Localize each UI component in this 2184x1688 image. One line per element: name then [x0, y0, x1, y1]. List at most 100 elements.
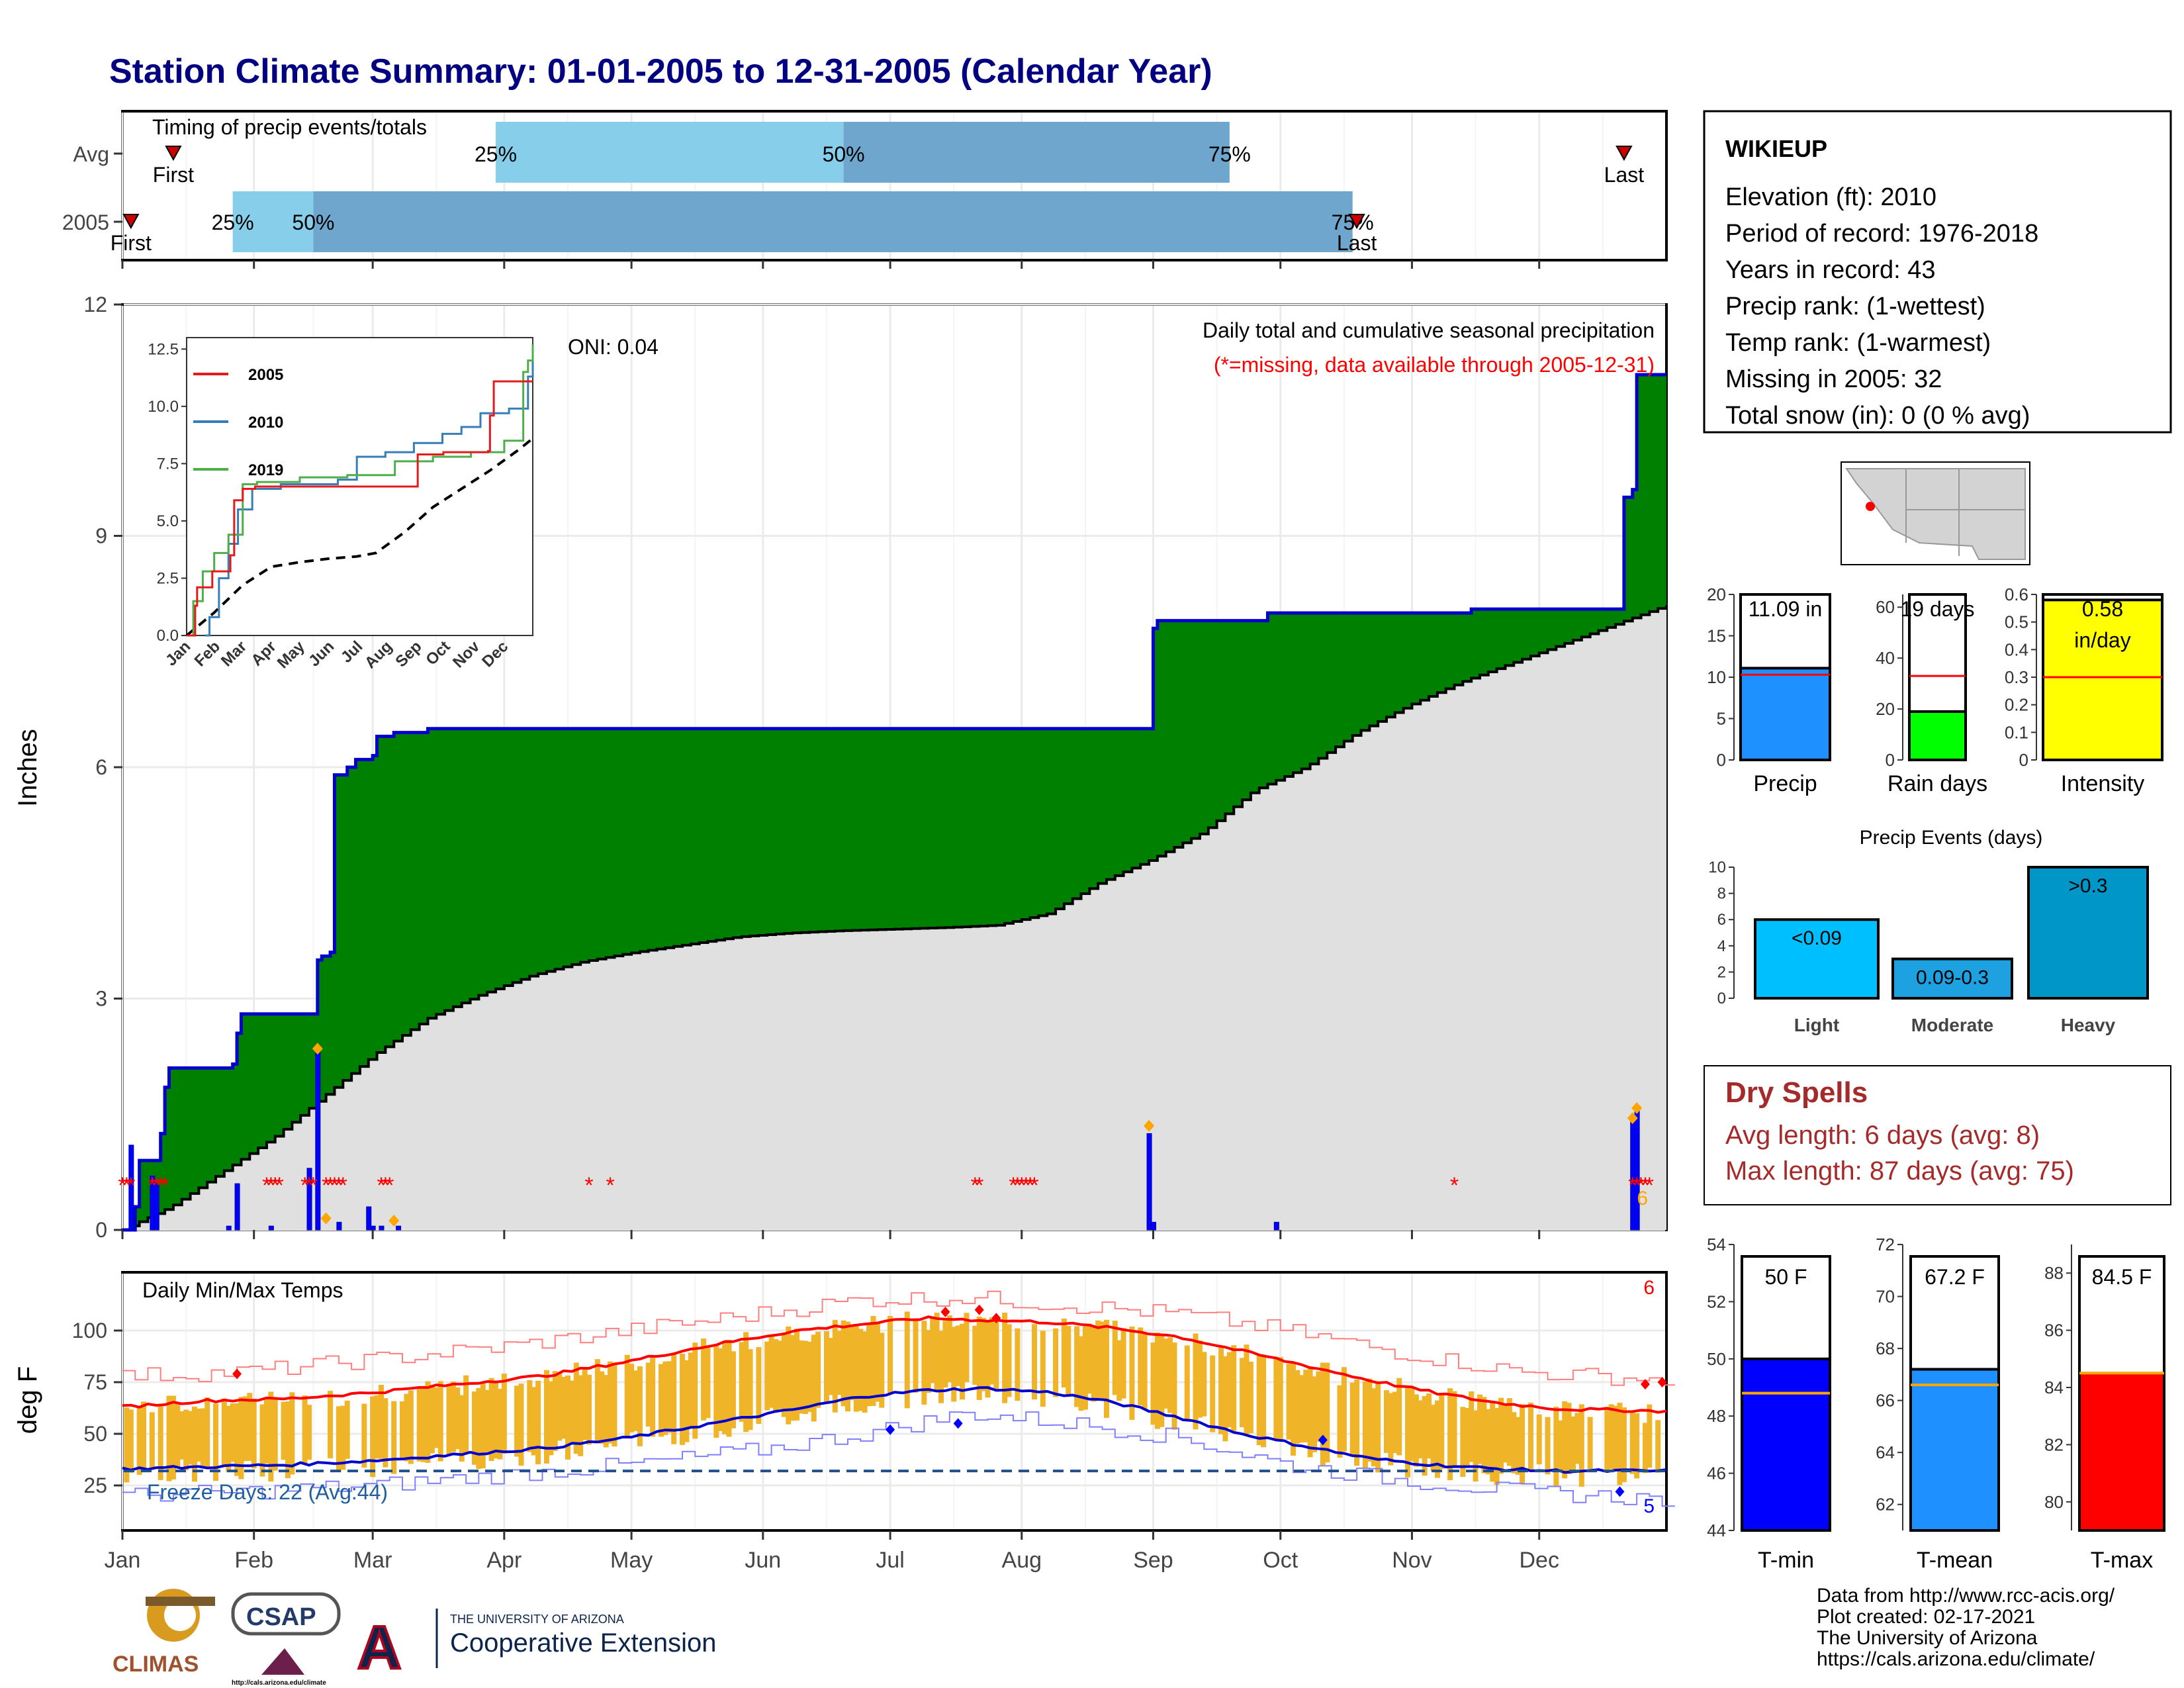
- daily-temp-range-bar: [1095, 1320, 1101, 1399]
- daily-temp-range-bar: [1171, 1342, 1177, 1430]
- daily-temp-range-bar: [645, 1362, 651, 1427]
- daily-temp-range-bar: [1451, 1391, 1457, 1468]
- daily-temp-range-bar: [336, 1406, 341, 1472]
- daily-temp-range-bar: [344, 1400, 350, 1459]
- daily-temp-range-bar: [183, 1409, 189, 1471]
- daily-temp-range-bar: [1222, 1356, 1228, 1442]
- daily-temp-range-bar: [400, 1401, 406, 1460]
- daily-precip-bar: [226, 1225, 232, 1231]
- missing-day-marker: *: [330, 1173, 339, 1198]
- inset-y-tick-label: 0.0: [157, 627, 179, 645]
- daily-temp-range-bar: [1129, 1326, 1135, 1420]
- record-min-line: [122, 1411, 1675, 1507]
- daily-temp-range-bar: [1273, 1358, 1279, 1440]
- daily-temp-range-bar: [1154, 1333, 1160, 1429]
- daily-temp-range-bar: [1405, 1385, 1411, 1477]
- temp-summary-bar-chart: 62 64 66 68 70 72 67.2 F T-mean: [1876, 1235, 2000, 1573]
- daily-temp-range-bar: [1413, 1394, 1419, 1467]
- daily-temp-range-bar: [739, 1342, 745, 1422]
- missing-day-marker: *: [1637, 1173, 1645, 1198]
- daily-temp-range-bar: [1430, 1405, 1436, 1472]
- missing-day-marker: *: [148, 1173, 156, 1198]
- station-info-line: Total snow (in): 0 (0 % avg): [1725, 402, 2030, 430]
- daily-temp-range-bar: [1367, 1378, 1373, 1462]
- temp-y-tick-label: 75: [83, 1370, 107, 1394]
- daily-temp-range-bar: [289, 1392, 295, 1475]
- daily-temp-range-bar: [488, 1378, 494, 1461]
- timing-row-label: Avg: [73, 142, 109, 166]
- csap-logo-text: CSAP: [246, 1603, 316, 1631]
- daily-temp-range-bar: [981, 1317, 987, 1391]
- inset-y-tick-label: 5.0: [157, 512, 179, 530]
- missing-day-marker: *: [156, 1173, 165, 1198]
- temp-bar-y-tick-label: 68: [1876, 1338, 1895, 1358]
- daily-temp-range-bar: [226, 1405, 232, 1472]
- daily-temp-range-bar: [798, 1340, 804, 1414]
- station-info-line: Missing in 2005: 32: [1725, 365, 1942, 393]
- temp-bar-y-tick-label: 62: [1876, 1495, 1895, 1515]
- temp-bar-y-tick-label: 52: [1707, 1291, 1726, 1311]
- inset-series-2010: [205, 346, 534, 637]
- summary-bar-value-label: 19 days: [1900, 597, 1974, 621]
- daily-temp-range-bar: [870, 1315, 876, 1406]
- missing-day-marker: *: [309, 1173, 318, 1198]
- summary-bar-y-tick-label: 0.2: [2005, 695, 2028, 715]
- events-y-tick-label: 2: [1717, 963, 1726, 981]
- daily-temp-range-bar: [238, 1397, 244, 1479]
- daily-temp-range-bar: [1320, 1362, 1326, 1466]
- daily-temp-range-bar: [1481, 1397, 1487, 1474]
- daily-temp-range-bar: [1557, 1420, 1563, 1472]
- daily-temp-range-bar: [942, 1321, 948, 1387]
- daily-temp-range-bar: [993, 1319, 999, 1391]
- temp-y-axis-label: deg F: [13, 1366, 42, 1434]
- missing-day-marker: *: [1017, 1173, 1026, 1198]
- daily-temp-range-bar: [455, 1387, 461, 1450]
- daily-temp-range-bar: [459, 1395, 465, 1462]
- daily-precip-bar: [1146, 1133, 1152, 1231]
- inset-y-tick-label: 2.5: [157, 569, 179, 587]
- inset-legend-label: 2005: [248, 366, 283, 384]
- timing-q25-label: 25%: [475, 142, 517, 166]
- daily-temp-range-bar: [802, 1340, 808, 1415]
- temp-bar-y-tick-label: 88: [2044, 1263, 2064, 1283]
- daily-temp-range-bar: [658, 1364, 664, 1437]
- daily-temp-range-bar: [582, 1368, 588, 1440]
- timing-q75-label: 75%: [1208, 142, 1251, 166]
- missing-day-marker: *: [160, 1173, 169, 1198]
- daily-temp-range-bar: [1167, 1337, 1173, 1413]
- daily-temp-range-bar: [179, 1411, 185, 1460]
- missing-day-marker: *: [1450, 1173, 1459, 1198]
- daily-temp-range-bar: [823, 1331, 829, 1403]
- temp-bar-value-label: 84.5 F: [2092, 1265, 2152, 1289]
- daily-temp-range-bar: [187, 1411, 193, 1465]
- daily-temp-range-bar: [828, 1338, 834, 1395]
- daily-temp-range-bar: [281, 1401, 287, 1460]
- csap-logo-url: http://cals.arizona.edu/climate: [232, 1679, 326, 1687]
- daily-temp-range-bar: [951, 1327, 957, 1402]
- daily-temp-range-bar: [1066, 1326, 1071, 1397]
- station-info-line: Elevation (ft): 2010: [1725, 183, 1936, 211]
- daily-temp-range-bar: [213, 1403, 219, 1481]
- daily-temp-range-bar: [484, 1389, 490, 1453]
- average-max-line: [122, 1315, 1667, 1414]
- record-low-marker: [886, 1424, 895, 1435]
- events-category-label: Moderate: [1911, 1015, 1993, 1035]
- average-cumulative-area: [122, 605, 1666, 1230]
- temp-y-tick-label: 100: [72, 1319, 107, 1342]
- daily-temp-range-bar: [1231, 1345, 1237, 1431]
- temp-bar-y-tick-label: 46: [1707, 1464, 1726, 1483]
- daily-temp-range-bar: [1248, 1362, 1253, 1434]
- daily-temp-range-bar: [463, 1375, 469, 1454]
- timing-first-label: First: [153, 163, 194, 187]
- summary-bar: [1908, 710, 1967, 762]
- temp-bar-y-tick-label: 86: [2044, 1321, 2064, 1340]
- daily-temp-range-bar: [946, 1315, 952, 1382]
- daily-temp-range-bar: [1210, 1355, 1216, 1432]
- events-y-tick-label: 8: [1717, 885, 1726, 903]
- daily-temp-range-bar: [790, 1335, 796, 1421]
- station-info-box: WIKIEUP Elevation (ft): 2010 Period of re…: [1703, 110, 2172, 434]
- daily-temp-range-bar: [1040, 1331, 1046, 1407]
- temp-panel-label: Daily Min/Max Temps: [142, 1278, 343, 1302]
- timing-last-label: Last: [1337, 231, 1377, 255]
- daily-temp-range-bar: [425, 1381, 431, 1463]
